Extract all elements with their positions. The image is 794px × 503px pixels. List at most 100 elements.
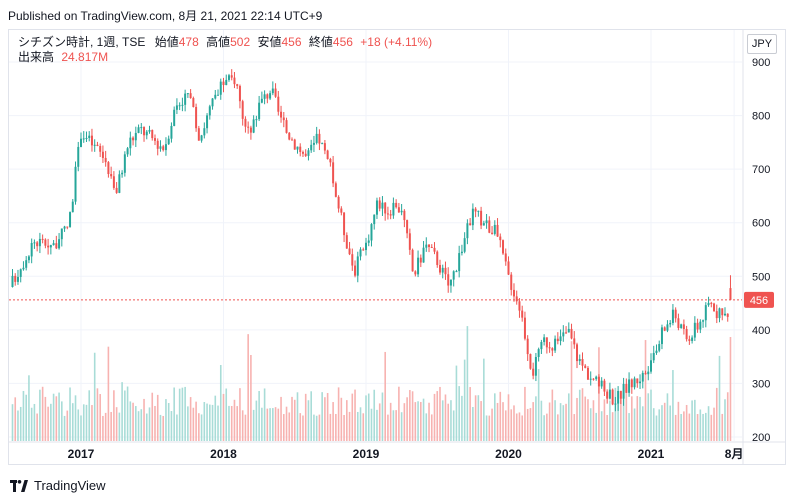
- candle-body: [49, 245, 52, 248]
- candle-body: [148, 130, 151, 132]
- candle-body: [713, 303, 716, 312]
- candle-body: [30, 243, 33, 257]
- candle-body: [16, 276, 19, 282]
- candle-body: [644, 372, 647, 375]
- candle-body: [518, 301, 521, 311]
- volume-bar: [584, 396, 587, 441]
- volume-bar: [595, 412, 597, 441]
- volume-bar: [661, 405, 663, 441]
- candle-body: [499, 236, 502, 241]
- legend-volume-row: 出来高 24.817M: [18, 50, 432, 65]
- volume-bar: [93, 352, 96, 441]
- volume-bar: [47, 406, 49, 441]
- candle-body: [710, 302, 713, 304]
- published-note: Published on TradingView.com, 8月 21, 202…: [8, 9, 323, 23]
- volume-bar: [346, 400, 348, 441]
- candle-body: [370, 224, 373, 241]
- volume-bar: [335, 413, 337, 441]
- candle-body: [241, 101, 244, 119]
- volume-bar: [154, 405, 156, 441]
- volume-label: 出来高: [18, 50, 55, 64]
- candle-body: [222, 81, 225, 86]
- volume-bar: [192, 407, 195, 441]
- candle-body: [630, 379, 633, 388]
- candle-body: [112, 176, 115, 188]
- price-axis[interactable]: 200 300 400 500 600 700 800 900: [752, 57, 770, 444]
- volume-bar: [400, 412, 403, 441]
- volume-bar: [140, 409, 143, 441]
- time-axis[interactable]: 2017 2018 2019 2020 2021 8月: [68, 447, 744, 461]
- volume-bar: [609, 400, 611, 441]
- candle-body: [581, 359, 584, 366]
- candle-body: [597, 376, 600, 387]
- candle-body: [696, 322, 699, 330]
- volume-bar: [620, 397, 622, 441]
- candle-body: [408, 233, 411, 250]
- candle-body: [255, 119, 258, 121]
- candle-body: [170, 125, 173, 139]
- volume-bar: [176, 414, 178, 441]
- volume-bar: [439, 386, 441, 441]
- candle-body: [225, 79, 228, 86]
- volume-bar: [444, 394, 447, 441]
- volume-bar: [282, 414, 285, 441]
- volume-bar: [398, 386, 400, 441]
- candle-body: [523, 317, 526, 339]
- volume-bar: [688, 413, 691, 441]
- footer-brand[interactable]: TradingView: [10, 478, 106, 493]
- volume-bar: [318, 414, 321, 441]
- volume-bar: [162, 415, 165, 441]
- candle-body: [485, 220, 488, 224]
- volume-bar: [721, 413, 724, 441]
- volume-bar: [524, 386, 526, 441]
- candle-body: [540, 342, 543, 350]
- candle-body: [425, 244, 428, 248]
- candle-body: [115, 187, 118, 193]
- volume-bar: [354, 389, 356, 441]
- volume-bar: [469, 387, 471, 441]
- candle-body: [230, 75, 233, 78]
- price-tick-label: 800: [752, 111, 770, 123]
- volume-bar: [110, 411, 112, 441]
- candle-body: [619, 390, 622, 399]
- volume-bar: [515, 413, 518, 441]
- symbol-title[interactable]: シチズン時計, 1週, TSE: [18, 35, 146, 49]
- volume-bar: [356, 411, 359, 441]
- candle-body: [395, 202, 398, 208]
- volume-bar: [674, 414, 677, 441]
- candle-body: [167, 138, 170, 145]
- volume-bar: [258, 391, 260, 441]
- volume-bar: [406, 397, 408, 441]
- candle-body: [71, 201, 74, 213]
- candle-body: [58, 239, 61, 249]
- candle-body: [559, 336, 562, 342]
- volume-bar: [633, 408, 636, 441]
- candle-body: [532, 368, 535, 376]
- candle-body: [685, 329, 688, 340]
- candle-body: [474, 208, 477, 212]
- currency-button[interactable]: JPY: [747, 34, 777, 54]
- candle-body: [460, 251, 463, 254]
- volume-bar: [228, 405, 230, 441]
- volume-bar: [351, 393, 354, 441]
- volume-bar: [247, 334, 249, 441]
- candle-body: [414, 271, 417, 275]
- volume-bar: [537, 369, 540, 441]
- volume-bar: [669, 405, 671, 441]
- candle-body: [545, 337, 548, 348]
- change-value: +18 (+4.11%): [360, 35, 433, 49]
- volume-bar: [126, 386, 129, 441]
- volume-bar: [403, 403, 406, 441]
- volume-bar: [650, 389, 652, 441]
- volume-bar: [726, 392, 729, 441]
- volume-bar: [526, 408, 529, 441]
- candle-body: [529, 354, 532, 369]
- volume-bar: [132, 402, 134, 441]
- volume-bar: [189, 397, 192, 441]
- candle-body: [110, 174, 113, 177]
- candle-body: [101, 151, 104, 158]
- candle-body: [452, 271, 455, 280]
- volume-bar: [310, 391, 312, 441]
- volume-bar: [167, 403, 170, 441]
